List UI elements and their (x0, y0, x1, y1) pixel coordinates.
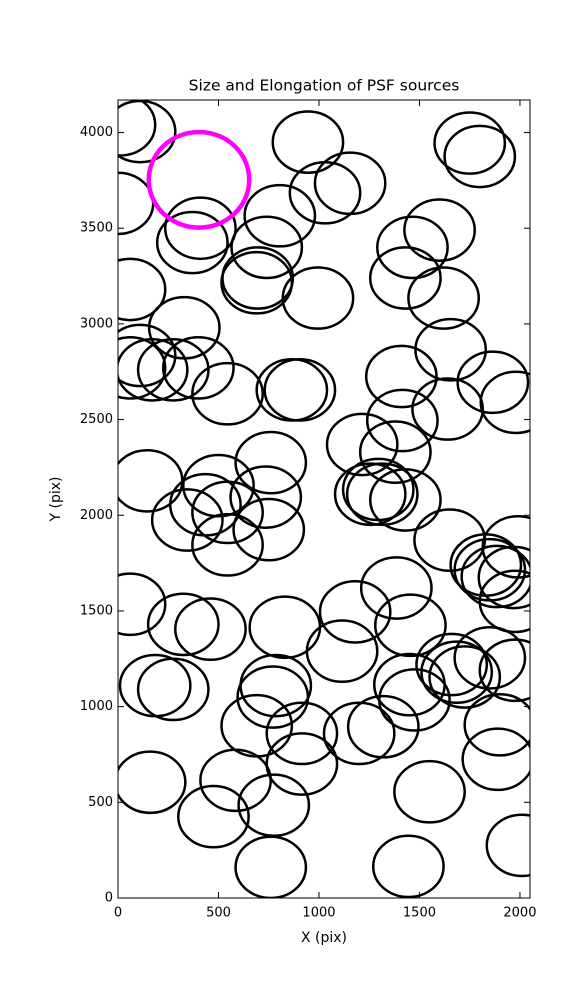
source-ellipse (118, 257, 167, 322)
source-ellipse (407, 266, 481, 330)
y-axis-label: Y (pix) (48, 477, 64, 523)
source-ellipse (358, 420, 432, 484)
source-ellipse (403, 198, 476, 262)
source-ellipse (118, 100, 157, 157)
source-ellipse (318, 580, 392, 644)
source-ellipse (346, 694, 420, 759)
source-ellipse (376, 215, 449, 280)
y-tick-label: 3500 (80, 221, 113, 236)
source-ellipse (393, 759, 466, 824)
source-ellipse (146, 129, 252, 230)
source-ellipse (118, 750, 187, 815)
y-tick-label: 1000 (80, 699, 113, 714)
source-ellipse (453, 625, 527, 690)
source-ellipse (161, 336, 235, 400)
source-ellipse (443, 124, 517, 189)
y-tick-label: 3000 (80, 316, 113, 331)
y-tick-label: 2500 (80, 412, 113, 427)
source-ellipse (177, 784, 250, 849)
chart-title: Size and Elongation of PSF sources (189, 77, 460, 95)
source-ellipse (368, 246, 442, 310)
source-ellipse (373, 593, 447, 658)
source-ellipse (191, 513, 264, 577)
source-ellipse (420, 640, 494, 705)
source-ellipse (155, 210, 229, 275)
source-ellipse (477, 545, 530, 610)
source-ellipse (150, 488, 224, 552)
source-ellipse (220, 250, 294, 315)
source-ellipse (199, 748, 272, 813)
source-ellipse (229, 465, 303, 529)
source-ellipse (456, 350, 530, 415)
source-ellipse (271, 110, 345, 174)
source-ellipse (236, 665, 310, 729)
source-ellipse (305, 619, 379, 684)
source-ellipse (371, 834, 445, 898)
source-ellipse (146, 592, 220, 657)
source-ellipse (414, 317, 488, 382)
source-ellipse (118, 323, 177, 388)
y-tick-label: 2000 (80, 508, 113, 523)
source-ellipse (243, 183, 317, 248)
source-ellipse (136, 337, 210, 402)
source-ellipse (288, 160, 362, 225)
y-tick-label: 500 (88, 795, 113, 810)
source-ellipse (433, 111, 507, 175)
source-ellipse (234, 430, 308, 495)
source-ellipse (365, 388, 439, 453)
source-ellipse (411, 377, 485, 441)
x-tick-label: 500 (206, 906, 231, 921)
x-axis-label: X (pix) (301, 930, 347, 946)
y-tick-label: 0 (105, 891, 113, 906)
source-ellipse (333, 462, 407, 527)
plot-frame (117, 99, 531, 899)
x-tick-label: 2000 (503, 906, 536, 921)
y-tick-label: 1500 (80, 603, 113, 618)
source-ellipse (174, 597, 247, 661)
source-ellipse (428, 645, 502, 709)
source-ellipse (265, 701, 339, 766)
source-ellipse (322, 701, 396, 766)
source-ellipse (281, 266, 355, 330)
plot-area (118, 100, 530, 898)
x-tick-label: 1500 (403, 906, 436, 921)
source-ellipse (345, 462, 419, 527)
source-ellipse (485, 813, 530, 878)
source-ellipse (478, 569, 530, 634)
x-tick-label: 0 (114, 906, 122, 921)
source-ellipse (368, 468, 442, 532)
source-ellipse (136, 657, 210, 722)
source-ellipse (378, 668, 451, 732)
source-ellipse (463, 692, 530, 757)
source-ellipse (191, 480, 264, 545)
source-ellipse (263, 358, 337, 422)
y-tick-label: 4000 (80, 125, 113, 140)
source-ellipse (359, 556, 433, 620)
source-ellipse (118, 572, 167, 637)
source-ellipse (364, 344, 438, 409)
source-ellipse (191, 361, 264, 426)
source-ellipse (478, 638, 530, 703)
source-ellipse (232, 497, 306, 562)
source-ellipse (460, 544, 530, 609)
source-ellipse (325, 412, 399, 477)
source-ellipse (118, 337, 189, 402)
source-ellipse (230, 215, 304, 280)
x-tick-label: 1000 (302, 906, 335, 921)
source-ellipse (163, 196, 237, 261)
source-ellipse (415, 632, 489, 697)
source-ellipse (461, 727, 530, 792)
source-ellipse (118, 336, 167, 400)
